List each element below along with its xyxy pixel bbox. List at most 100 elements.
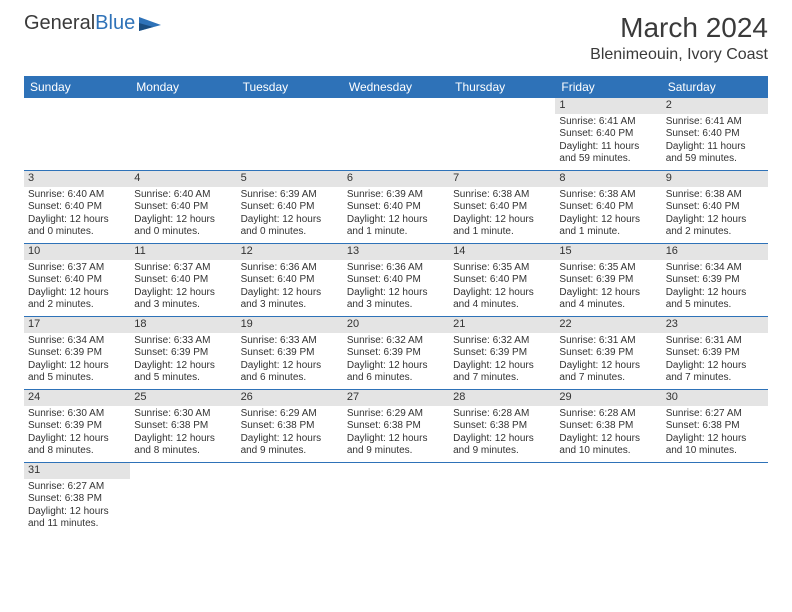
day-line: Sunset: 6:39 PM bbox=[241, 347, 339, 360]
day-cell: 25Sunrise: 6:30 AMSunset: 6:38 PMDayligh… bbox=[130, 390, 236, 462]
day-line: and 11 minutes. bbox=[28, 518, 126, 531]
day-body: Sunrise: 6:29 AMSunset: 6:38 PMDaylight:… bbox=[237, 406, 343, 462]
day-cell: 27Sunrise: 6:29 AMSunset: 6:38 PMDayligh… bbox=[343, 390, 449, 462]
day-body: Sunrise: 6:33 AMSunset: 6:39 PMDaylight:… bbox=[237, 333, 343, 389]
day-number: 26 bbox=[237, 390, 343, 406]
day-line: Sunset: 6:39 PM bbox=[666, 347, 764, 360]
day-line: Sunrise: 6:32 AM bbox=[347, 335, 445, 348]
day-line: Daylight: 12 hours bbox=[453, 214, 551, 227]
day-line: Daylight: 12 hours bbox=[666, 287, 764, 300]
day-line: and 4 minutes. bbox=[453, 299, 551, 312]
day-number: 22 bbox=[555, 317, 661, 333]
day-cell: 3Sunrise: 6:40 AMSunset: 6:40 PMDaylight… bbox=[24, 171, 130, 243]
day-line: Sunrise: 6:35 AM bbox=[453, 262, 551, 275]
week-row: 1Sunrise: 6:41 AMSunset: 6:40 PMDaylight… bbox=[24, 98, 768, 171]
day-line: Sunrise: 6:38 AM bbox=[453, 189, 551, 202]
location: Blenimeouin, Ivory Coast bbox=[590, 46, 768, 64]
day-body bbox=[449, 114, 555, 120]
day-cell: 13Sunrise: 6:36 AMSunset: 6:40 PMDayligh… bbox=[343, 244, 449, 316]
day-line: Daylight: 12 hours bbox=[453, 360, 551, 373]
week-row: 24Sunrise: 6:30 AMSunset: 6:39 PMDayligh… bbox=[24, 390, 768, 463]
day-line: Sunset: 6:39 PM bbox=[347, 347, 445, 360]
day-cell: 10Sunrise: 6:37 AMSunset: 6:40 PMDayligh… bbox=[24, 244, 130, 316]
empty-cell bbox=[343, 98, 449, 170]
day-line: Sunset: 6:40 PM bbox=[347, 274, 445, 287]
day-number: 13 bbox=[343, 244, 449, 260]
day-number: 11 bbox=[130, 244, 236, 260]
day-line: Sunrise: 6:38 AM bbox=[559, 189, 657, 202]
logo-flag-icon bbox=[137, 15, 163, 33]
day-line: and 5 minutes. bbox=[28, 372, 126, 385]
day-line: and 0 minutes. bbox=[28, 226, 126, 239]
day-line: Daylight: 12 hours bbox=[666, 433, 764, 446]
day-body: Sunrise: 6:30 AMSunset: 6:39 PMDaylight:… bbox=[24, 406, 130, 462]
day-line: Daylight: 12 hours bbox=[347, 214, 445, 227]
day-line: and 59 minutes. bbox=[559, 153, 657, 166]
day-line: Daylight: 12 hours bbox=[134, 214, 232, 227]
day-line: and 8 minutes. bbox=[28, 445, 126, 458]
day-cell: 12Sunrise: 6:36 AMSunset: 6:40 PMDayligh… bbox=[237, 244, 343, 316]
day-header-cell: Tuesday bbox=[237, 76, 343, 98]
day-line: Sunset: 6:40 PM bbox=[666, 201, 764, 214]
day-body: Sunrise: 6:39 AMSunset: 6:40 PMDaylight:… bbox=[237, 187, 343, 243]
day-line: Sunrise: 6:28 AM bbox=[559, 408, 657, 421]
day-line: Sunrise: 6:27 AM bbox=[28, 481, 126, 494]
day-line: Daylight: 12 hours bbox=[559, 433, 657, 446]
day-line: Sunset: 6:40 PM bbox=[241, 274, 339, 287]
day-number bbox=[237, 98, 343, 114]
day-line: Sunset: 6:38 PM bbox=[28, 493, 126, 506]
day-cell: 26Sunrise: 6:29 AMSunset: 6:38 PMDayligh… bbox=[237, 390, 343, 462]
day-line: Daylight: 12 hours bbox=[134, 433, 232, 446]
day-line: Sunset: 6:40 PM bbox=[134, 201, 232, 214]
day-line: Daylight: 12 hours bbox=[28, 214, 126, 227]
day-line: Sunset: 6:38 PM bbox=[666, 420, 764, 433]
day-line: Daylight: 12 hours bbox=[241, 214, 339, 227]
weeks-container: 1Sunrise: 6:41 AMSunset: 6:40 PMDaylight… bbox=[24, 98, 768, 535]
day-line: Sunrise: 6:29 AM bbox=[347, 408, 445, 421]
day-body: Sunrise: 6:28 AMSunset: 6:38 PMDaylight:… bbox=[555, 406, 661, 462]
empty-cell bbox=[237, 98, 343, 170]
day-line: and 5 minutes. bbox=[134, 372, 232, 385]
day-body bbox=[343, 479, 449, 485]
day-number: 30 bbox=[662, 390, 768, 406]
day-cell: 14Sunrise: 6:35 AMSunset: 6:40 PMDayligh… bbox=[449, 244, 555, 316]
day-cell: 11Sunrise: 6:37 AMSunset: 6:40 PMDayligh… bbox=[130, 244, 236, 316]
day-number: 29 bbox=[555, 390, 661, 406]
day-cell: 18Sunrise: 6:33 AMSunset: 6:39 PMDayligh… bbox=[130, 317, 236, 389]
day-line: Sunrise: 6:35 AM bbox=[559, 262, 657, 275]
empty-cell bbox=[449, 98, 555, 170]
day-line: Sunset: 6:40 PM bbox=[28, 274, 126, 287]
day-line: Sunrise: 6:31 AM bbox=[559, 335, 657, 348]
day-number: 23 bbox=[662, 317, 768, 333]
day-line: and 2 minutes. bbox=[666, 226, 764, 239]
day-line: Sunset: 6:40 PM bbox=[241, 201, 339, 214]
day-number bbox=[449, 98, 555, 114]
day-number bbox=[237, 463, 343, 479]
day-number: 21 bbox=[449, 317, 555, 333]
day-line: and 9 minutes. bbox=[241, 445, 339, 458]
day-line: Sunrise: 6:41 AM bbox=[666, 116, 764, 129]
day-line: Sunrise: 6:34 AM bbox=[28, 335, 126, 348]
day-cell: 24Sunrise: 6:30 AMSunset: 6:39 PMDayligh… bbox=[24, 390, 130, 462]
empty-cell bbox=[130, 463, 236, 535]
day-line: Sunset: 6:40 PM bbox=[28, 201, 126, 214]
day-line: Daylight: 11 hours bbox=[666, 141, 764, 154]
day-number: 20 bbox=[343, 317, 449, 333]
day-body: Sunrise: 6:34 AMSunset: 6:39 PMDaylight:… bbox=[24, 333, 130, 389]
day-header-cell: Thursday bbox=[449, 76, 555, 98]
day-number: 28 bbox=[449, 390, 555, 406]
day-body bbox=[343, 114, 449, 120]
day-line: and 0 minutes. bbox=[241, 226, 339, 239]
day-number: 8 bbox=[555, 171, 661, 187]
day-line: and 3 minutes. bbox=[241, 299, 339, 312]
week-row: 17Sunrise: 6:34 AMSunset: 6:39 PMDayligh… bbox=[24, 317, 768, 390]
day-line: Sunset: 6:39 PM bbox=[134, 347, 232, 360]
day-header-row: SundayMondayTuesdayWednesdayThursdayFrid… bbox=[24, 76, 768, 98]
day-line: Daylight: 12 hours bbox=[241, 287, 339, 300]
day-cell: 9Sunrise: 6:38 AMSunset: 6:40 PMDaylight… bbox=[662, 171, 768, 243]
title-block: March 2024 Blenimeouin, Ivory Coast bbox=[590, 12, 768, 64]
day-line: Daylight: 12 hours bbox=[28, 433, 126, 446]
day-body: Sunrise: 6:31 AMSunset: 6:39 PMDaylight:… bbox=[555, 333, 661, 389]
day-number bbox=[662, 463, 768, 479]
day-number bbox=[130, 463, 236, 479]
